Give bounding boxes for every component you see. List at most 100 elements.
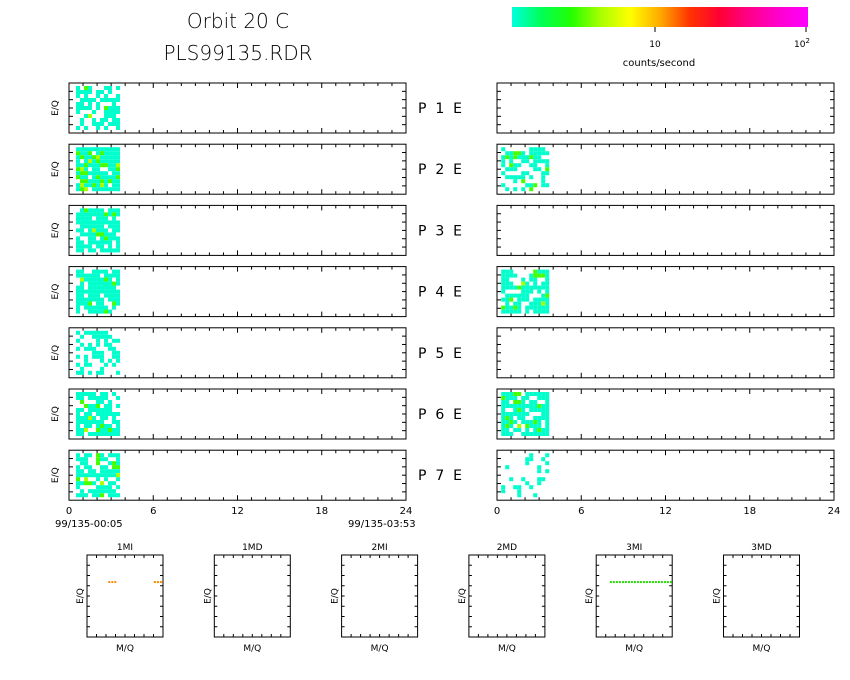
- heatmap-cell-right-4: [529, 289, 534, 294]
- heatmap-cell-right-6: [501, 408, 506, 412]
- heatmap-cell-left-2: [88, 147, 93, 152]
- heatmap-cell-left-6: [104, 424, 109, 428]
- heatmap-cell-left-6: [76, 392, 81, 396]
- heatmap-cell-left-1: [108, 122, 113, 126]
- heatmap-cell-right-4: [513, 273, 518, 278]
- heatmap-cell-left-7: [100, 457, 105, 462]
- x-tick-label-left: 12: [231, 506, 244, 517]
- heatmap-cell-left-6: [84, 424, 89, 428]
- heatmap-cell-left-3: [96, 216, 101, 221]
- heatmap-cell-right-2: [509, 167, 514, 172]
- heatmap-cell-right-6: [541, 408, 546, 412]
- heatmap-cell-left-6: [76, 416, 81, 420]
- heatmap-cell-left-3: [80, 244, 85, 249]
- heatmap-cell-right-6: [521, 420, 526, 424]
- heatmap-cell-left-6: [92, 408, 97, 412]
- heatmap-cell-left-1: [108, 90, 113, 94]
- heatmap-cell-right-4: [501, 309, 506, 314]
- mass-panel-title: 2MI: [372, 543, 388, 553]
- heatmap-cell-left-4: [104, 309, 109, 314]
- heatmap-cell-left-5: [84, 330, 89, 335]
- heatmap-cell-right-2: [533, 147, 538, 152]
- heatmap-cell-right-4: [525, 297, 530, 302]
- heatmap-cell-left-2: [104, 171, 109, 176]
- mass-panel-title: 2MD: [497, 543, 517, 553]
- heatmap-cell-left-3: [112, 212, 117, 217]
- y-axis-label: E/Q: [51, 284, 61, 300]
- heatmap-cell-right-6: [525, 424, 530, 428]
- heatmap-cell-left-3: [84, 212, 89, 217]
- heatmap-cell-right-2: [533, 167, 538, 172]
- heatmap-cell-left-5: [108, 342, 113, 347]
- heatmap-cell-left-3: [116, 236, 121, 241]
- heatmap-cell-left-3: [84, 208, 89, 213]
- heatmap-cell-right-6: [533, 400, 538, 404]
- heatmap-cell-left-6: [88, 432, 93, 436]
- heatmap-cell-left-6: [96, 408, 101, 412]
- heatmap-cell-right-2: [505, 187, 510, 192]
- mass-panel-3md: 3MD E/Q M/Q: [713, 543, 800, 654]
- heatmap-cell-left-6: [84, 404, 89, 408]
- heatmap-cell-left-7: [100, 481, 105, 486]
- heatmap-cell-right-6: [525, 396, 530, 400]
- heatmap-cell-right-6: [545, 392, 550, 396]
- heatmap-cell-right-4: [505, 277, 510, 282]
- mass-trace-point: [627, 581, 630, 584]
- heatmap-cell-left-1: [84, 94, 89, 98]
- heatmap-cell-left-2: [116, 187, 121, 192]
- heatmap-cell-left-5: [116, 354, 121, 359]
- heatmap-cell-left-3: [76, 244, 81, 249]
- mass-trace-point: [642, 581, 645, 584]
- heatmap-cell-left-1: [104, 106, 109, 110]
- heatmap-cell-right-6: [545, 432, 550, 436]
- heatmap-cell-left-4: [112, 301, 117, 306]
- heatmap-cell-left-7: [100, 465, 105, 470]
- heatmap-cell-left-2: [80, 147, 85, 152]
- heatmap-cell-left-6: [96, 404, 101, 408]
- heatmap-cell-left-3: [76, 240, 81, 245]
- mass-trace-point: [108, 581, 111, 584]
- heatmap-cell-left-6: [84, 416, 89, 420]
- heatmap-cell-left-1: [108, 86, 113, 90]
- heatmap-cell-right-6: [529, 392, 534, 396]
- heatmap-cell-right-7: [513, 485, 518, 490]
- heatmap-cell-left-6: [92, 392, 97, 396]
- heatmap-cell-left-3: [104, 232, 109, 237]
- heatmap-cell-left-2: [88, 155, 93, 160]
- heatmap-cell-left-2: [104, 151, 109, 156]
- x-tick-label-right: 0: [494, 506, 500, 517]
- heatmap-cell-left-5: [92, 346, 97, 351]
- heatmap-cell-right-4: [541, 273, 546, 278]
- heatmap-cell-left-4: [92, 289, 97, 294]
- heatmap-cell-right-6: [505, 412, 510, 416]
- heatmap-cell-left-3: [88, 236, 93, 241]
- heatmap-cell-left-7: [96, 473, 101, 478]
- heatmap-cell-right-6: [533, 392, 538, 396]
- heatmap-cell-left-4: [96, 277, 101, 282]
- heatmap-cell-right-6: [509, 420, 514, 424]
- heatmap-cell-right-6: [537, 420, 542, 424]
- heatmap-cell-right-7: [509, 477, 514, 482]
- heatmap-cell-left-2: [88, 151, 93, 156]
- heatmap-cell-left-7: [84, 461, 89, 466]
- heatmap-cell-left-5: [96, 330, 101, 335]
- heatmap-cell-left-3: [104, 220, 109, 225]
- heatmap-cell-right-6: [545, 428, 550, 432]
- heatmap-cell-left-3: [100, 236, 105, 241]
- heatmap-cell-right-2: [529, 163, 534, 168]
- heatmap-cell-left-4: [108, 285, 113, 290]
- mass-panel-title: 1MD: [242, 543, 262, 553]
- heatmap-cell-right-4: [501, 281, 506, 286]
- heatmap-cell-left-2: [76, 167, 81, 172]
- heatmap-cell-left-7: [76, 469, 81, 474]
- heatmap-cell-left-5: [112, 338, 117, 343]
- heatmap-cell-left-2: [108, 187, 113, 192]
- heatmap-cell-right-2: [529, 187, 534, 192]
- heatmap-cell-right-7: [525, 457, 530, 462]
- heatmap-cell-left-3: [76, 236, 81, 241]
- heatmap-cell-left-7: [80, 457, 85, 462]
- heatmap-cell-right-6: [537, 416, 542, 420]
- heatmap-cell-right-2: [505, 175, 510, 180]
- mass-x-axis-label: M/Q: [753, 644, 771, 654]
- heatmap-cell-left-2: [96, 163, 101, 168]
